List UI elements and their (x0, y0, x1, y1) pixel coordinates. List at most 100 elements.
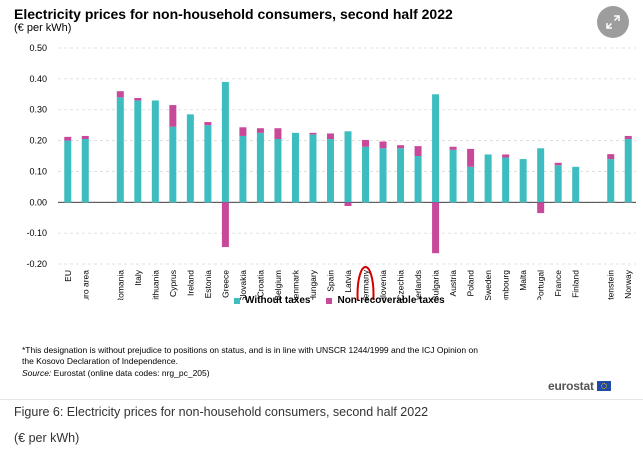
bar-without-taxes (397, 148, 405, 203)
y-tick-label: 0.40 (29, 74, 47, 84)
logo-text: eurostat (548, 379, 594, 393)
figure-caption-unit: (€ per kWh) (14, 431, 80, 445)
bar-non-recoverable-taxes (116, 91, 124, 98)
bar-non-recoverable-taxes (239, 127, 247, 136)
bar-without-taxes (467, 166, 475, 203)
source-text: Eurostat (online data codes: nrg_pc_205) (51, 368, 210, 378)
bar-non-recoverable-taxes (169, 105, 177, 127)
bar-non-recoverable-taxes (64, 136, 72, 141)
x-tick-label: Latvia (343, 270, 353, 293)
x-tick-label: Denmark (290, 269, 300, 300)
eu-flag-icon (596, 381, 611, 391)
bar-without-taxes (169, 126, 177, 203)
bar-without-taxes (64, 140, 72, 203)
x-tick-label: Luxembourg (501, 270, 511, 300)
x-tick-label: Belgium (273, 270, 283, 300)
x-tick-label: Poland (466, 270, 476, 297)
y-tick-label: 0.30 (29, 105, 47, 115)
x-tick-label: Portugal (536, 270, 546, 300)
bar-non-recoverable-taxes (204, 122, 212, 126)
y-tick-label: 0.50 (29, 43, 47, 53)
legend-item-without-taxes: Without taxes (234, 295, 310, 306)
bar-non-recoverable-taxes (362, 139, 370, 147)
x-tick-label: Germany (361, 269, 371, 300)
x-tick-label: Bulgaria (431, 270, 441, 300)
footnote: *This designation is without prejudice t… (22, 345, 478, 366)
x-tick-label: Italy (133, 269, 143, 285)
y-tick-label: 0.00 (29, 197, 47, 207)
bar-non-recoverable-taxes (537, 202, 545, 214)
bar-non-recoverable-taxes (256, 128, 264, 133)
bar-without-taxes (186, 114, 194, 203)
source-label: Source: (22, 368, 52, 378)
x-tick-label: Estonia (203, 270, 213, 299)
bar-non-recoverable-taxes (81, 135, 89, 140)
x-tick-label: Spain (325, 270, 335, 292)
x-tick-label: Greece (220, 270, 230, 298)
x-tick-label: Hungary (308, 269, 318, 300)
x-tick-label: Euro area (80, 270, 90, 300)
x-tick-label: EU (63, 270, 73, 282)
x-tick-label: Finland (571, 270, 581, 298)
figure-caption: Figure 6: Electricity prices for non-hou… (14, 405, 429, 419)
bar-without-taxes (502, 157, 510, 203)
bar-without-taxes (379, 148, 387, 203)
chart-title: Electricity prices for non-household con… (14, 6, 453, 22)
legend-label-without-taxes: Without taxes (245, 295, 311, 306)
bar-without-taxes (607, 159, 615, 203)
bar-non-recoverable-taxes (502, 154, 510, 158)
legend-item-non-recoverable: Non-recoverable taxes (326, 295, 445, 306)
y-tick-label: -0.20 (26, 259, 47, 269)
bar-non-recoverable-taxes (326, 133, 334, 140)
bar-without-taxes (274, 139, 282, 203)
expand-arrows-icon (606, 15, 620, 29)
eurostat-logo: eurostat (548, 379, 611, 393)
chart-card: Electricity prices for non-household con… (0, 6, 643, 400)
x-tick-label: Romania (115, 270, 125, 300)
x-tick-label: Ireland (185, 270, 195, 296)
bar-without-taxes (151, 100, 159, 203)
bar-non-recoverable-taxes (344, 202, 352, 206)
bar-non-recoverable-taxes (221, 202, 229, 248)
bar-non-recoverable-taxes (432, 202, 440, 254)
bar-without-taxes (326, 139, 334, 203)
x-tick-label: Slovenia (378, 270, 388, 300)
bar-non-recoverable-taxes (449, 146, 457, 150)
bar-without-taxes (572, 166, 580, 203)
bar-without-taxes (449, 149, 457, 203)
x-tick-label: Croatia (255, 270, 265, 298)
bar-without-taxes (519, 159, 527, 203)
legend-swatch-non-recoverable (326, 297, 333, 304)
x-tick-label: Sweden (483, 270, 493, 300)
chart-legend: Without taxes Non-recoverable taxes (234, 295, 445, 306)
bar-non-recoverable-taxes (274, 128, 282, 140)
bar-non-recoverable-taxes (379, 141, 387, 149)
bar-without-taxes (432, 94, 440, 203)
bar-without-taxes (204, 125, 212, 203)
y-tick-label: 0.10 (29, 166, 47, 176)
expand-button[interactable] (597, 6, 629, 38)
y-tick-label: -0.10 (26, 228, 47, 238)
bar-without-taxes (554, 165, 562, 203)
y-tick-label: 0.20 (29, 136, 47, 146)
bar-non-recoverable-taxes (397, 145, 405, 149)
bar-chart: 0.50 0.40 0.30 0.20 0.10 0.00 -0.10 -0.20 EU Euro… (26, 43, 636, 300)
bar-without-taxes (256, 132, 264, 203)
bar-without-taxes (291, 132, 299, 203)
x-tick-label: Cyprus (168, 270, 178, 297)
bar-non-recoverable-taxes (624, 135, 632, 140)
x-tick-label: Norway (623, 269, 633, 299)
bar-non-recoverable-taxes (554, 162, 562, 166)
x-tick-label: Austria (448, 270, 458, 297)
bar-without-taxes (484, 154, 492, 203)
x-tick-label: Slovakia (238, 270, 248, 300)
chart-unit: (€ per kWh) (14, 22, 72, 34)
bar-without-taxes (344, 131, 352, 203)
bar-without-taxes (624, 139, 632, 203)
x-tick-label: Malta (518, 270, 528, 291)
x-tick-label: Liechtenstein (606, 270, 616, 300)
bar-without-taxes (81, 139, 89, 203)
bar-non-recoverable-taxes (134, 97, 142, 101)
x-tick-label: Netherlands (413, 270, 423, 300)
bar-without-taxes (309, 134, 317, 203)
